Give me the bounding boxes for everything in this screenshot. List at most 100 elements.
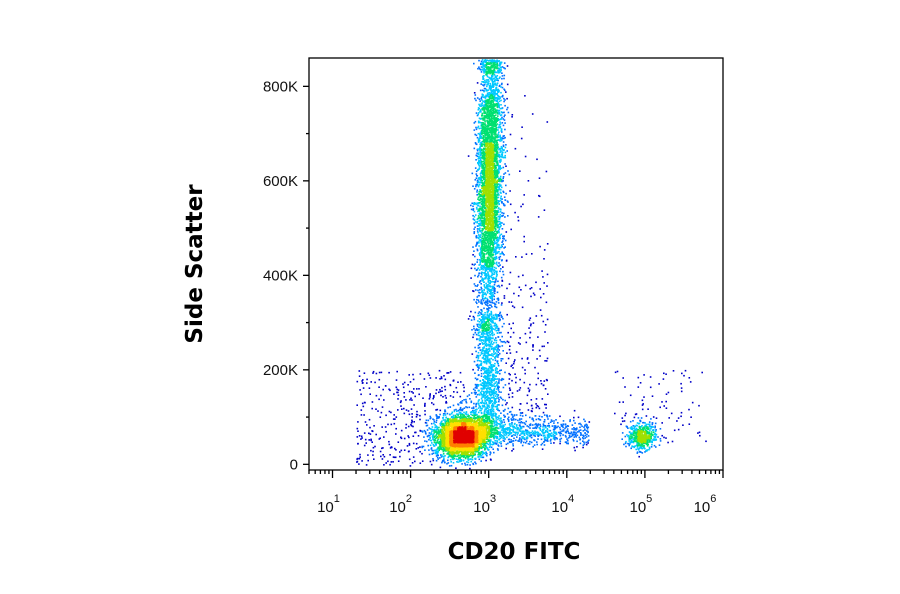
event-dot <box>484 65 486 68</box>
event-dot <box>487 309 490 312</box>
event-dot <box>480 268 483 270</box>
event-dot <box>482 268 484 271</box>
event-dot <box>415 448 418 450</box>
event-dot <box>538 349 541 352</box>
event-dot <box>477 196 480 199</box>
event-dot <box>484 293 487 295</box>
event-dot <box>643 447 646 449</box>
event-dot <box>463 390 465 393</box>
event-dot <box>475 206 478 209</box>
event-dot <box>485 393 488 395</box>
event-dot <box>494 395 497 397</box>
event-dot <box>504 384 507 386</box>
event-dot <box>529 416 531 419</box>
event-dot <box>480 217 482 220</box>
event-dot <box>629 443 631 445</box>
event-dot <box>423 429 426 432</box>
event-dot <box>519 437 521 439</box>
event-dot <box>449 406 451 408</box>
event-dot <box>495 324 497 327</box>
event-dot <box>492 377 494 379</box>
event-dot <box>479 224 481 226</box>
event-dot <box>502 235 504 237</box>
event-dot <box>483 361 486 364</box>
event-dot <box>397 398 399 400</box>
event-dot <box>487 300 489 302</box>
event-dot <box>472 290 474 292</box>
event-dot <box>496 350 498 352</box>
event-dot <box>488 92 490 94</box>
event-dot <box>483 446 485 449</box>
event-dot <box>484 380 486 383</box>
event-dot <box>410 423 412 426</box>
event-dot <box>525 414 527 417</box>
event-dot <box>488 413 490 415</box>
event-dot <box>474 179 477 181</box>
event-dot <box>493 437 495 440</box>
event-dot <box>490 408 493 410</box>
event-dot <box>535 281 537 284</box>
event-dot <box>478 346 481 349</box>
event-dot <box>412 392 414 394</box>
event-dot <box>432 449 434 452</box>
event-dot <box>509 336 512 338</box>
event-dot <box>493 290 495 293</box>
event-dot <box>473 413 476 415</box>
event-dot <box>479 259 482 261</box>
event-dot <box>488 392 491 395</box>
event-dot <box>488 402 490 404</box>
event-dot <box>455 458 458 460</box>
event-dot <box>506 65 509 67</box>
event-dot <box>519 425 522 428</box>
event-dot <box>490 281 492 283</box>
event-dot <box>497 164 500 167</box>
event-dot <box>492 443 495 446</box>
event-dot <box>501 131 503 133</box>
event-dot <box>501 72 503 74</box>
event-dot <box>492 63 495 65</box>
event-dot <box>444 410 446 413</box>
event-dot <box>500 259 503 262</box>
event-dot <box>395 386 398 389</box>
event-dot <box>408 458 411 461</box>
event-dot <box>490 252 492 254</box>
event-dot <box>482 318 484 320</box>
event-dot <box>477 193 480 195</box>
event-dot <box>503 119 506 121</box>
event-dot <box>485 64 488 66</box>
event-dot <box>479 205 481 208</box>
event-dot <box>508 348 511 351</box>
event-dot <box>483 245 486 247</box>
event-dot <box>631 445 633 447</box>
event-dot <box>498 217 501 219</box>
event-dot <box>474 202 477 205</box>
event-dot <box>479 165 481 167</box>
event-dot <box>544 430 547 432</box>
event-dot <box>543 428 545 431</box>
event-dot <box>487 350 490 353</box>
event-dot <box>489 270 491 272</box>
event-dot <box>502 426 504 429</box>
event-dot <box>375 408 377 410</box>
event-dot <box>487 280 490 282</box>
event-dot <box>479 219 482 222</box>
event-dot <box>502 350 504 352</box>
event-dot <box>489 269 491 271</box>
event-dot <box>476 202 478 204</box>
event-dot <box>476 149 479 152</box>
event-dot <box>400 437 403 440</box>
event-dot <box>502 270 504 273</box>
event-dot <box>562 426 564 429</box>
event-dot <box>453 409 456 411</box>
event-dot <box>571 428 573 430</box>
event-dot <box>486 392 488 394</box>
event-dot <box>496 368 498 370</box>
event-dot <box>478 294 480 297</box>
event-dot <box>483 396 485 398</box>
event-dot <box>444 420 446 423</box>
event-dot <box>512 443 514 445</box>
event-dot <box>489 368 492 370</box>
event-dot <box>480 255 482 258</box>
event-dot <box>488 397 491 400</box>
event-dot <box>491 93 494 95</box>
